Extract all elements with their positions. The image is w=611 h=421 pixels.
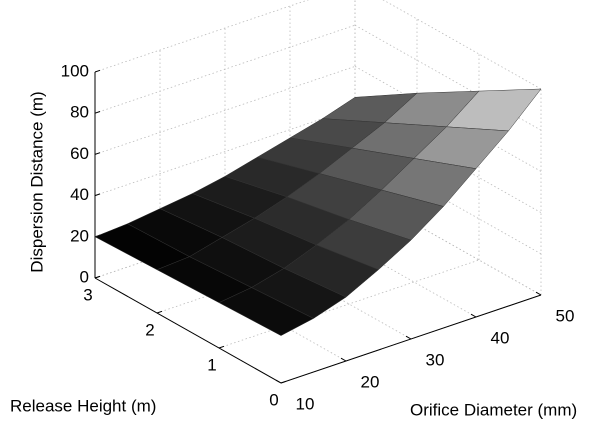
z-tick [94,152,101,155]
z-tick-label: 40 [70,185,89,204]
z-tick-label: 100 [61,61,89,80]
z-tick-label: 80 [70,103,89,122]
x-tick-label: 30 [426,350,445,369]
x-tick [405,335,412,340]
surface-cell [218,287,315,336]
y-tick-label: 2 [145,320,154,339]
x-tick-label: 50 [556,306,575,325]
grid-line [382,0,542,90]
z-axis-title: Dispersion Distance (m) [27,91,46,272]
y-axis-title: Release Height (m) [10,396,156,415]
z-tick-label: 60 [70,144,89,163]
y-tick-label: 0 [269,390,278,409]
y-axis [94,277,282,384]
x-axis-title: Orifice Diameter (mm) [410,400,577,419]
z-tick [94,111,101,114]
y-tick-label: 1 [207,355,216,374]
grid-line [218,259,480,349]
z-tick [94,69,101,73]
z-tick [94,193,101,197]
y-tick [94,275,101,279]
x-tick [535,291,542,296]
x-tick-label: 20 [361,372,380,391]
y-tick [280,380,287,384]
x-tick-label: 10 [296,394,315,413]
y-tick [156,310,163,314]
x-tick [340,357,347,362]
x-tick [275,379,282,384]
x-tick-label: 40 [491,328,510,347]
grid-line [94,0,309,73]
y-tick [218,345,225,349]
z-tick-label: 20 [70,226,89,245]
z-tick-label: 0 [80,267,89,286]
grid-line [94,107,356,196]
y-tick-label: 3 [83,285,92,304]
grid-line [94,66,356,155]
x-tick [470,313,477,318]
